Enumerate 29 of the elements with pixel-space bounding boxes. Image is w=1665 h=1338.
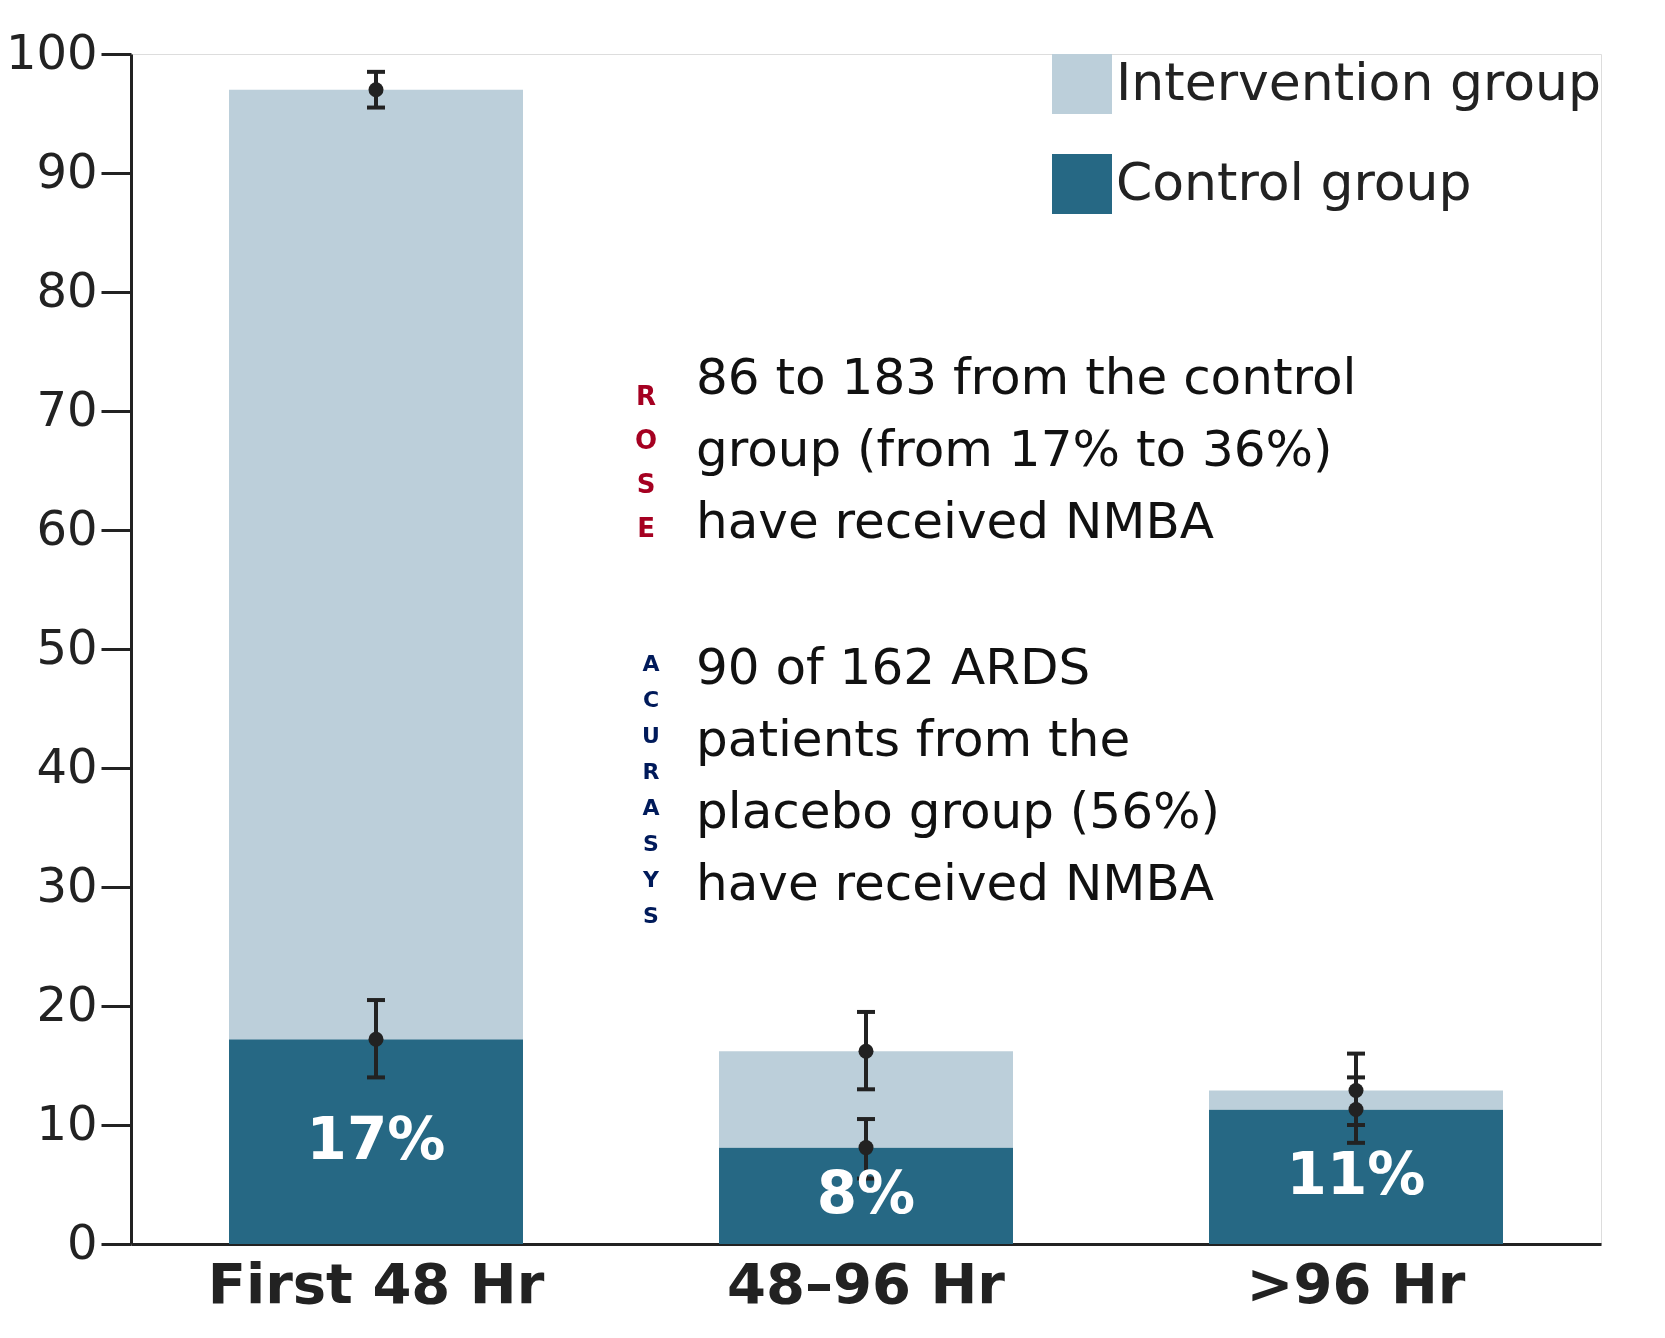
bar <box>1209 1090 1503 1110</box>
data-label: 8% <box>816 1158 916 1227</box>
y-tick-label: 50 <box>36 618 98 675</box>
y-tick-label: 20 <box>36 975 98 1032</box>
legend-label: Intervention group <box>1116 52 1601 112</box>
annotation: 90 of 162 ARDS patients from the placebo group (56%) have received NMBA <box>696 638 1220 912</box>
y-tick-label: 90 <box>36 142 98 199</box>
x-tick-label: First 48 Hr <box>207 1250 545 1316</box>
annotation: ACURASYS <box>642 651 661 928</box>
annotation: 86 to 183 from the control group (from 17% to 36%) have received NMBA <box>696 348 1357 550</box>
bar <box>229 89 523 1040</box>
y-tick-label: 10 <box>36 1094 98 1151</box>
x-tick-label: >96 Hr <box>1246 1250 1466 1316</box>
y-tick-label: 80 <box>36 261 98 318</box>
x-tick-label: 48–96 Hr <box>727 1250 1006 1316</box>
y-tick-label: 0 <box>66 1213 98 1270</box>
bar <box>719 1147 1013 1244</box>
bar <box>1209 1109 1503 1244</box>
bar <box>719 1051 1013 1148</box>
y-tick-label: 60 <box>36 499 98 556</box>
data-label: 11% <box>1286 1139 1426 1208</box>
bar <box>229 1039 523 1244</box>
y-tick-label: 100 <box>5 23 98 80</box>
y-tick-label: 30 <box>36 856 98 913</box>
y-tick-label: 40 <box>36 737 98 794</box>
legend-label: Control group <box>1116 152 1472 212</box>
data-label: 17% <box>306 1104 446 1173</box>
y-tick-label: 70 <box>36 380 98 437</box>
annotation: ROSE <box>634 381 658 543</box>
